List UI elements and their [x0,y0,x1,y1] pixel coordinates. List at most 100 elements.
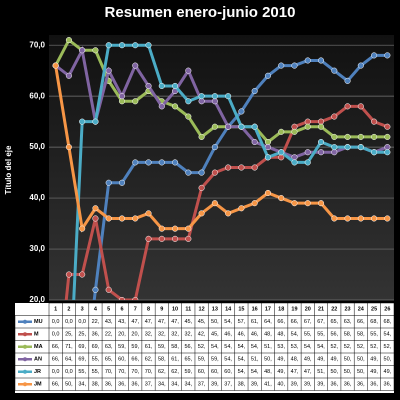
marker [384,133,391,140]
data-label: 25, [78,332,86,338]
marker [158,82,165,90]
marker [331,215,338,222]
marker [65,37,72,44]
data-label: 54, [238,344,246,350]
data-label: 38, [238,382,246,388]
marker [132,296,139,300]
marker [357,133,364,140]
marker [132,98,139,105]
data-label: 60, [224,369,232,375]
marker [278,128,285,135]
data-label: 49, [330,357,338,363]
data-label: 36, [118,382,126,388]
data-label: 54, [251,344,259,350]
marker [317,200,325,207]
legend-label: MA [34,344,43,350]
marker [79,118,86,125]
marker [371,52,378,59]
data-label: 56, [330,332,338,338]
data-label: 40, [277,382,285,388]
data-label: 32, [158,332,166,338]
marker [185,98,192,105]
data-label: 54, [238,369,246,375]
data-label: 36, [370,382,378,388]
data-label: 61, [251,319,259,325]
data-label: 0,0 [78,319,86,325]
y-tick-label: 40,0 [29,193,45,202]
marker [264,189,271,197]
data-label: 67, [304,319,312,325]
marker [105,67,112,74]
marker [211,144,218,151]
marker [92,205,99,212]
data-label: 52, [357,344,365,350]
data-label: 41, [264,382,272,388]
marker [145,235,152,242]
marker [371,133,378,140]
x-tick-label: 3 [81,307,84,313]
data-label: 59, [118,344,126,350]
marker [172,82,179,90]
x-tick-label: 2 [67,307,70,313]
data-label: 54, [304,344,312,350]
data-label: 61, [145,344,153,350]
data-label: 60, [198,369,206,375]
data-label: 50, [357,369,365,375]
x-tick-label: 19 [291,307,297,313]
data-label: 50, [357,357,365,363]
x-tick-label: 5 [107,307,110,313]
data-label: 65, [184,357,192,363]
data-label: 36, [357,382,365,388]
marker [65,271,72,278]
marker [317,57,325,64]
data-label: 52, [384,344,392,350]
x-tick-label: 7 [134,307,137,313]
marker [211,200,218,207]
marker [225,123,232,130]
data-label: 59, [198,357,206,363]
data-label: 49, [277,369,285,375]
data-label: 65, [330,319,338,325]
data-label: 67, [317,319,325,325]
data-label: 53, [291,344,299,350]
data-label: 34, [184,382,192,388]
data-label: 68, [370,319,378,325]
data-label: 70, [118,369,126,375]
data-label: 51, [251,357,259,363]
data-label: 38, [92,382,100,388]
data-label: 20, [131,332,139,338]
data-label: 37, [145,382,153,388]
marker [304,123,311,130]
data-label: 54, [211,344,219,350]
marker [198,210,205,217]
data-label: 69, [78,344,86,350]
data-label: 63, [105,344,113,350]
y-tick-label: 50,0 [29,142,45,151]
marker [331,113,338,120]
data-label: 60, [118,357,126,363]
data-label: 34, [78,382,86,388]
marker [132,215,139,222]
data-label: 47, [145,319,153,325]
x-tick-label: 14 [225,307,232,313]
data-label: 0,0 [52,319,60,325]
data-label: 0,0 [65,369,73,375]
data-label: 43, [105,319,113,325]
data-label: 49, [370,357,378,363]
marker [198,93,205,100]
data-label: 49, [370,369,378,375]
data-label: 54, [384,332,392,338]
data-label: 70, [131,369,139,375]
x-tick-label: 17 [265,307,271,313]
legend-marker [23,369,27,374]
data-label: 36, [384,382,392,388]
marker [185,67,192,74]
data-label: 55, [370,332,378,338]
data-label: 71, [65,344,73,350]
data-label: 50, [264,357,272,363]
x-tick-label: 21 [318,307,324,313]
marker [105,42,112,49]
x-tick-label: 6 [120,307,123,313]
marker [344,77,351,84]
